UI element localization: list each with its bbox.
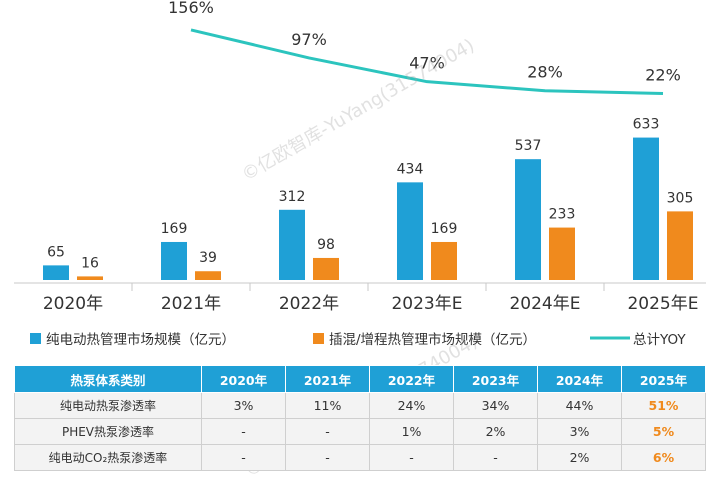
bar-phev xyxy=(431,241,457,280)
bar-phev-label: 169 xyxy=(431,221,458,237)
table-cell: 5% xyxy=(621,418,706,445)
bar-ev xyxy=(279,209,305,280)
legend-label-phev: 插混/增程热管理市场规模（亿元） xyxy=(329,331,536,348)
table-cell: - xyxy=(285,418,370,445)
x-tick-label: 2023年E xyxy=(391,294,462,314)
legend: 纯电动热管理市场规模（亿元） 插混/增程热管理市场规模（亿元） 总计YOY xyxy=(30,331,686,348)
yoy-label: 47% xyxy=(409,54,445,73)
bar-ev-label: 537 xyxy=(515,138,542,154)
table-cell: 1% xyxy=(369,418,454,445)
yoy-line-layer: 156% 97% 47% 28% 22% xyxy=(168,0,681,96)
table-header-cell: 2023年 xyxy=(453,365,538,393)
table-header-cell: 2025年 xyxy=(621,365,706,393)
table-header-cell: 2021年 xyxy=(285,365,370,393)
yoy-label: 22% xyxy=(645,66,681,85)
legend-swatch-ev xyxy=(30,333,41,344)
table-header-cell: 热泵体系类别 xyxy=(14,365,202,393)
bar-ev xyxy=(43,265,69,280)
table-row: PHEV热泵渗透率 - - 1% 2% 3% 5% xyxy=(14,418,706,445)
bar-ev xyxy=(161,241,187,280)
table-cell: - xyxy=(285,444,370,471)
table-cell: 11% xyxy=(285,392,370,419)
table-cell: - xyxy=(201,418,286,445)
yoy-label: 28% xyxy=(527,63,563,82)
table-cell: - xyxy=(369,444,454,471)
x-tick-label: 2025年E xyxy=(627,294,698,314)
table-cell: 3% xyxy=(201,392,286,419)
table-row: 纯电动热泵渗透率 3% 11% 24% 34% 44% 51% xyxy=(14,392,706,419)
x-tick-label: 2022年 xyxy=(279,294,339,314)
bar-ev-label: 434 xyxy=(397,161,424,177)
table-row: 纯电动CO₂热泵渗透率 - - - - 2% 6% xyxy=(14,444,706,471)
x-tick-label: 2020年 xyxy=(43,294,103,314)
x-ticks-layer: 2020年 2021年 2022年 2023年E 2024年E 2025年E xyxy=(43,283,699,314)
x-tick-label: 2021年 xyxy=(161,294,221,314)
table-cell: 纯电动热泵渗透率 xyxy=(14,392,202,419)
table-cell: - xyxy=(453,444,538,471)
x-tick-label: 2024年E xyxy=(509,294,580,314)
yoy-label: 156% xyxy=(168,0,214,17)
table-cell: 44% xyxy=(537,392,622,419)
bar-ev-label: 312 xyxy=(279,189,306,205)
bar-phev xyxy=(77,276,103,280)
table-cell: 51% xyxy=(621,392,706,419)
bar-phev-label: 98 xyxy=(317,237,335,253)
bar-ev xyxy=(397,182,423,280)
table-cell: PHEV热泵渗透率 xyxy=(14,418,202,445)
yoy-label: 97% xyxy=(291,30,327,49)
table-header-cell: 2024年 xyxy=(537,365,622,393)
table-header-cell: 2020年 xyxy=(201,365,286,393)
heat-pump-penetration-table: 热泵体系类别 2020年 2021年 2022年 2023年 2024年 202… xyxy=(14,365,706,471)
bar-ev-label: 633 xyxy=(633,117,660,133)
bar-phev xyxy=(549,227,575,280)
table-cell: 3% xyxy=(537,418,622,445)
market-size-chart: 65 16 169 39 312 98 434 169 537 233 633 305 156% 97%… xyxy=(14,0,706,348)
bar-phev xyxy=(313,257,339,280)
bar-phev-label: 305 xyxy=(667,190,694,206)
table-cell: 6% xyxy=(621,444,706,471)
yoy-line xyxy=(190,28,664,96)
bar-phev xyxy=(667,211,693,280)
bar-phev-label: 39 xyxy=(199,250,217,266)
table-header-cell: 2022年 xyxy=(369,365,454,393)
bar-ev-label: 169 xyxy=(161,221,188,237)
table-header-row: 热泵体系类别 2020年 2021年 2022年 2023年 2024年 202… xyxy=(14,365,706,393)
table-cell: 34% xyxy=(453,392,538,419)
bar-phev-label: 233 xyxy=(549,207,576,223)
table-cell: 2% xyxy=(537,444,622,471)
legend-swatch-phev xyxy=(313,333,324,344)
table-cell: - xyxy=(201,444,286,471)
bar-ev xyxy=(633,137,659,280)
legend-label-yoy: 总计YOY xyxy=(633,332,686,348)
legend-label-ev: 纯电动热管理市场规模（亿元） xyxy=(46,331,235,348)
bar-phev xyxy=(195,271,221,280)
bar-ev-label: 65 xyxy=(47,244,65,260)
bar-phev-label: 16 xyxy=(81,255,99,271)
table-cell: 2% xyxy=(453,418,538,445)
table-cell: 24% xyxy=(369,392,454,419)
table-cell: 纯电动CO₂热泵渗透率 xyxy=(14,444,202,471)
bars-layer: 65 16 169 39 312 98 434 169 537 233 633 305 xyxy=(43,117,693,280)
bar-ev xyxy=(515,159,541,280)
